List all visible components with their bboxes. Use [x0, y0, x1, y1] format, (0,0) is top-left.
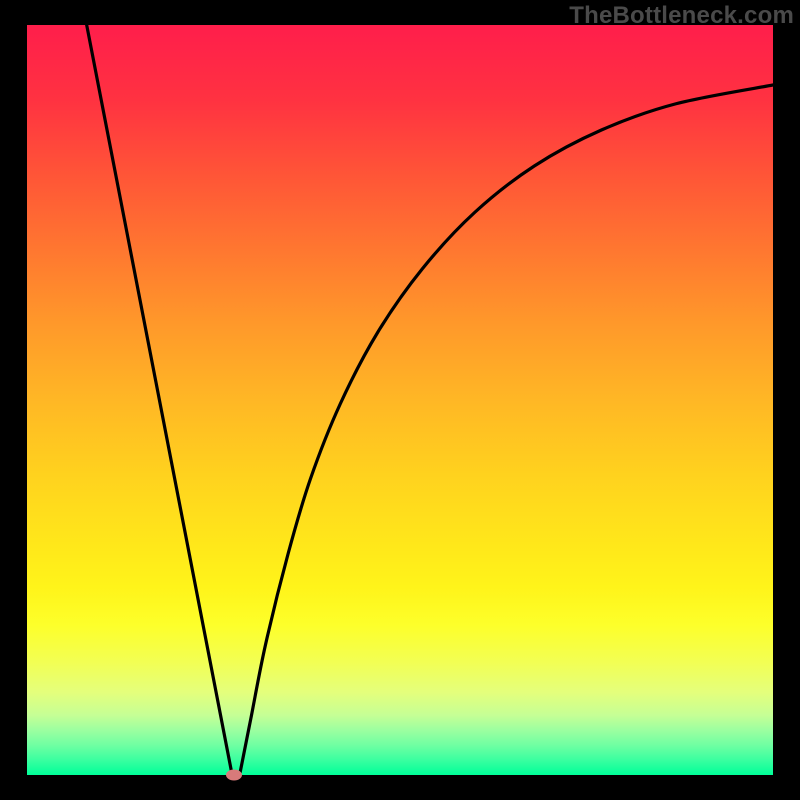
optimal-point-marker — [226, 770, 242, 781]
chart-root: TheBottleneck.com — [0, 0, 800, 800]
plot-area — [27, 25, 773, 775]
bottleneck-curve — [27, 25, 773, 775]
